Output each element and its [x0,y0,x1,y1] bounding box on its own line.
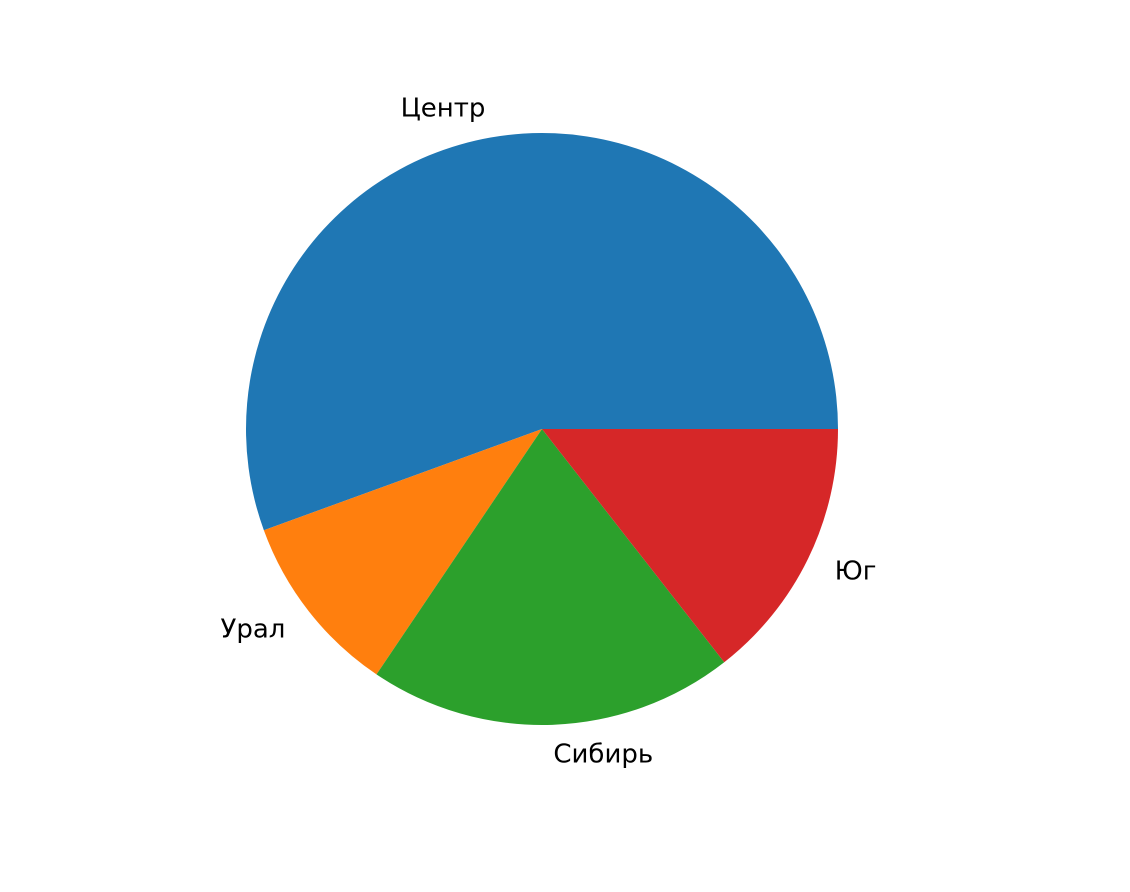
slice-label: Сибирь [553,739,653,769]
slice-label: Юг [835,557,877,587]
pie-slice-2 [376,429,725,725]
pie-slice-3 [542,429,838,663]
slice-label: Урал [221,614,286,644]
pie-slice-0 [246,133,838,531]
slice-label: Центр [401,93,486,123]
pie-slice-1 [263,429,542,675]
